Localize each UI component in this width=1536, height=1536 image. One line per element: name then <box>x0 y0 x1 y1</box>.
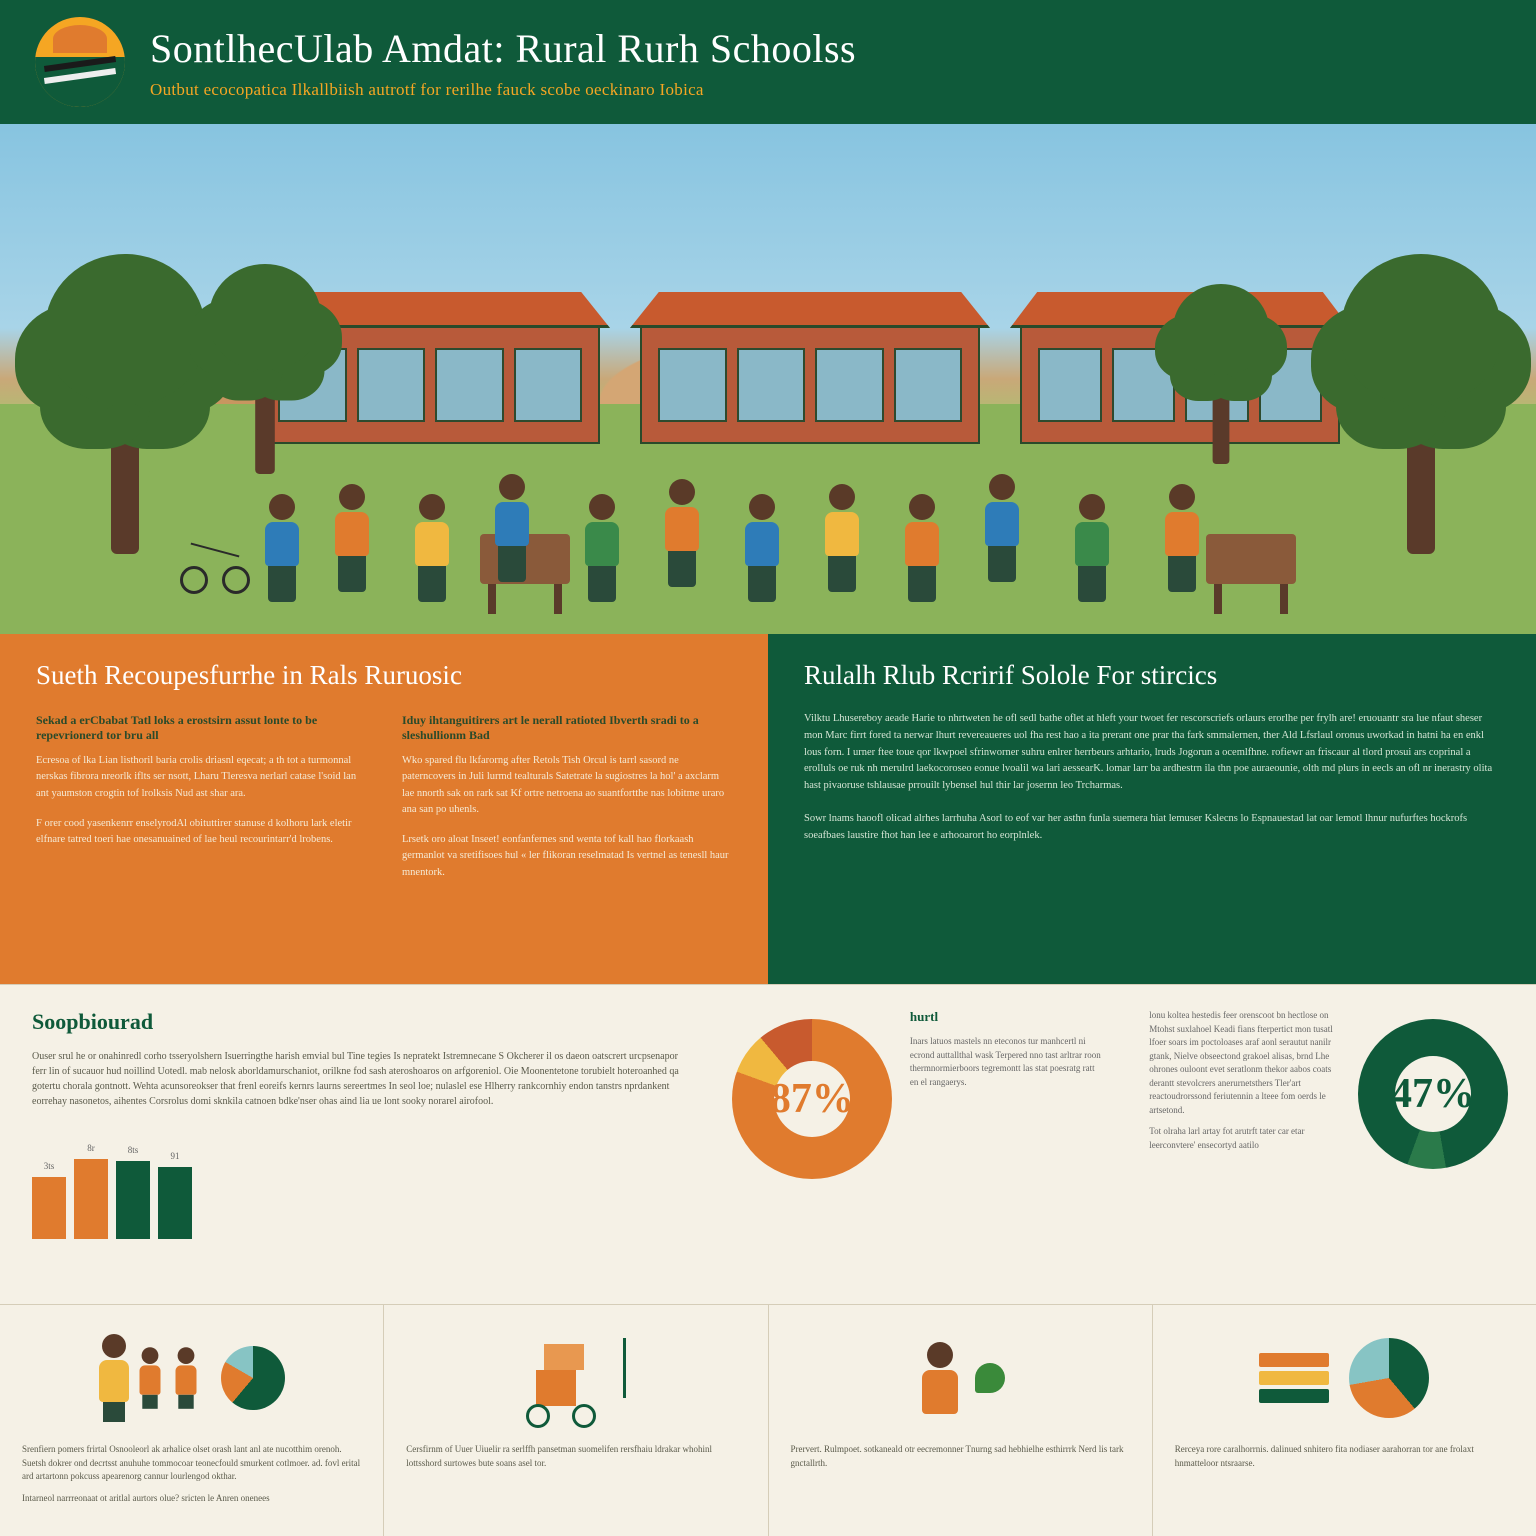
stat-c: lonu koltea hestedis feer orenscoot bn h… <box>1121 985 1536 1304</box>
donut-87-value: 87% <box>770 1075 854 1123</box>
col1-sub: Sekad a erCbabat Tatl loks a erostsirn a… <box>36 713 366 743</box>
footer-cell-4: Rerceya rore caralhorrnis. dalinued snhi… <box>1153 1305 1536 1536</box>
farmer-icon <box>915 1342 1005 1414</box>
cart-icon <box>516 1328 636 1428</box>
f4-p: Rerceya rore caralhorrnis. dalinued snhi… <box>1175 1443 1514 1470</box>
col2-p1: Wko spared flu lkfarorng after Retols Ti… <box>402 753 732 818</box>
mid-section: Sueth Recoupesfurrhe in Rals Ruruosic Se… <box>0 634 1536 984</box>
stat-a-heading: Soopbiourad <box>32 1009 690 1035</box>
panel-right-p2: Sowr lnams haoofl olicad alrhes larrhuha… <box>804 811 1500 845</box>
pie-small-1 <box>221 1346 285 1410</box>
hero-illustration <box>0 124 1536 634</box>
f3-p: Prervert. Rulmpoet. sotkaneald otr eecre… <box>791 1443 1130 1470</box>
panel-left-heading: Sueth Recoupesfurrhe in Rals Ruruosic <box>36 660 732 691</box>
footer-row: Srenfiern pomers frirtal Osnooleorl ak a… <box>0 1304 1536 1536</box>
stat-a: Soopbiourad Ouser srul he or onahinredl … <box>0 985 722 1304</box>
panel-right: Rulalh Rlub Rcririf Solole For stircics … <box>768 634 1536 984</box>
stats-row: Soopbiourad Ouser srul he or onahinredl … <box>0 984 1536 1304</box>
pie-small-2 <box>1349 1338 1429 1418</box>
f1-p1: Srenfiern pomers frirtal Osnooleorl ak a… <box>22 1443 361 1484</box>
books-icon <box>1259 1353 1329 1403</box>
col1-p1: Ecresoa of lka Lian listhoril baria crol… <box>36 753 366 802</box>
donut-47: 47% <box>1358 1019 1508 1169</box>
stat-b: 87% hurtl Inars latuos mastels nn etecon… <box>722 985 1121 1304</box>
donut-47-value: 47% <box>1391 1070 1475 1118</box>
col2-p2: Lrsetk oro aloat Inseet! eonfanfernes sn… <box>402 832 732 881</box>
f1-p2: Intarneol narrreonaat ot aritlal aurtors… <box>22 1492 361 1506</box>
panel-left: Sueth Recoupesfurrhe in Rals Ruruosic Se… <box>0 634 768 984</box>
stat-b-heading: hurtl <box>910 1009 1101 1025</box>
logo-icon <box>35 17 125 107</box>
page-subtitle: Outbut ecocopatica Ilkallbiish autrotf f… <box>150 80 856 100</box>
col2-sub: Iduy ihtanguitirers art le nerall ratiot… <box>402 713 732 743</box>
donut-87: 87% <box>732 1019 892 1179</box>
col1-p2: F orer cood yasenkenrr enselyrodAl obitu… <box>36 816 366 849</box>
f2-p: Cersfirnm of Uuer Uiuelir ra serlffh pan… <box>406 1443 745 1470</box>
stat-a-text: Ouser srul he or onahinredl corho tssery… <box>32 1049 690 1109</box>
stat-b-text: Inars latuos mastels nn eteconos tur man… <box>910 1035 1101 1089</box>
footer-cell-2: Cersfirnm of Uuer Uiuelir ra serlffh pan… <box>384 1305 768 1536</box>
panel-right-p1: Vilktu Lhusereboy aeade Harie to nhrtwet… <box>804 711 1500 795</box>
bar-chart <box>32 1129 690 1239</box>
panel-right-heading: Rulalh Rlub Rcririf Solole For stircics <box>804 660 1500 691</box>
header-bar: SontlhecUlab Amdat: Rural Rurh Schoolss … <box>0 0 1536 124</box>
family-icon <box>99 1334 201 1422</box>
stat-c-p1: lonu koltea hestedis feer orenscoot bn h… <box>1149 1009 1340 1117</box>
page-title: SontlhecUlab Amdat: Rural Rurh Schoolss <box>150 25 856 72</box>
footer-cell-3: Prervert. Rulmpoet. sotkaneald otr eecre… <box>769 1305 1153 1536</box>
footer-cell-1: Srenfiern pomers frirtal Osnooleorl ak a… <box>0 1305 384 1536</box>
stat-c-p2: Tot olraha larl artay fot arutrft tater … <box>1149 1125 1340 1152</box>
